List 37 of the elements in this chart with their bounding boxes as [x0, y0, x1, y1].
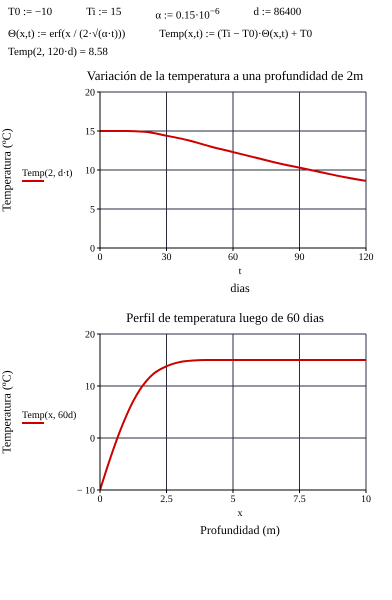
text: Temp(2, d·t)	[22, 168, 72, 179]
y-axis-title: Temperatura (ºC)	[0, 370, 14, 454]
y-tick-label: 20	[85, 87, 95, 98]
y-tick-label: 10	[85, 381, 95, 392]
x-tick-label: 0	[98, 494, 102, 505]
x-tick-label: 10	[361, 494, 371, 505]
text: T0 := −10	[8, 6, 52, 20]
x-tick-label: 5	[230, 494, 236, 505]
x-tick-label: 30	[162, 252, 172, 263]
y-tick-label: 15	[85, 126, 95, 138]
x-axis-title: dias	[229, 280, 251, 296]
x-tick-label: 120	[358, 252, 374, 263]
x-tick-label: 60	[228, 252, 238, 263]
x-tick-label: 90	[294, 252, 304, 263]
y-tick-label: 0	[90, 243, 95, 254]
text: Temp(2, 120·d) = 8.58	[8, 46, 108, 58]
chart-title: Variación de la temperatura a una profundidad de 2m	[86, 68, 364, 84]
x-tick-label: 0	[98, 252, 102, 263]
x-axis-title: Profundidad (m)	[199, 522, 281, 538]
chart-title: Perfil de temperatura luego de 60 dias	[125, 310, 325, 326]
y-tick-label: − 10	[76, 485, 95, 496]
text: α := 0.15·10$^{−6}$	[155, 6, 220, 22]
text: x	[236, 508, 244, 519]
text: d := 86400	[254, 6, 302, 20]
text: Ti := 15	[86, 6, 122, 20]
y-tick-label: 10	[85, 165, 95, 176]
x-tick-label: 7.5	[293, 494, 306, 505]
y-axis-title: Temperatura (ºC)	[0, 128, 14, 212]
y-tick-label: 5	[90, 204, 95, 216]
text: t	[238, 266, 242, 277]
text: Θ(x,t) := erf(x / (2·√(α·t)))	[8, 28, 126, 40]
text: Temp(x, 60d)	[22, 410, 76, 421]
text: Temp(x,t) := (Ti − T0)·Θ(x,t) + T0	[159, 28, 312, 40]
y-tick-label: 0	[90, 433, 95, 444]
line-series	[100, 130, 366, 182]
x-tick-label: 2.5	[160, 494, 173, 505]
y-tick-label: 20	[85, 329, 95, 340]
